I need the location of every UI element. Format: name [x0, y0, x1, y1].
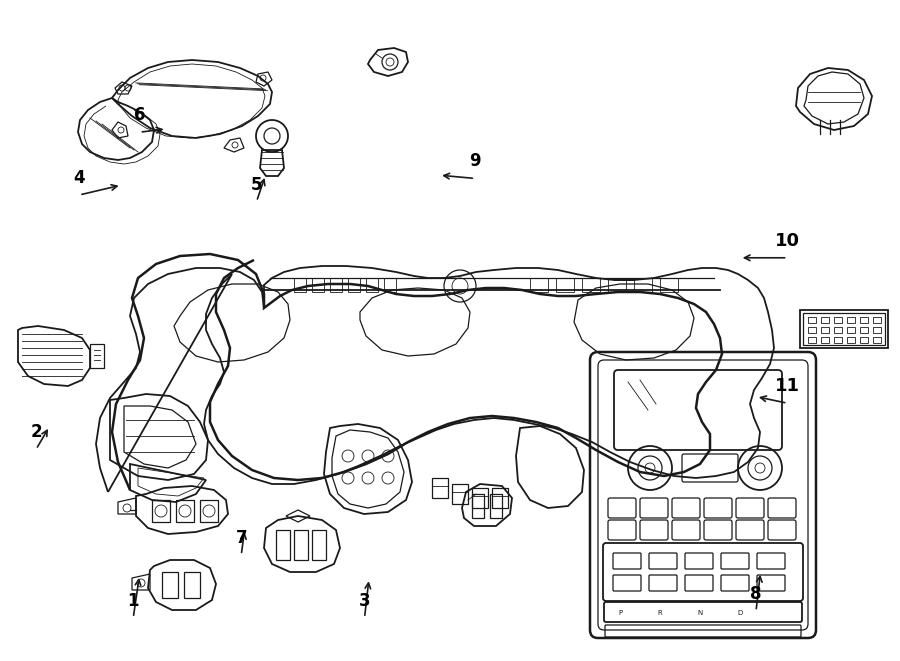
Bar [800, 310, 888, 348]
Text: 10: 10 [775, 232, 800, 250]
Bar [873, 327, 881, 333]
Text: 5: 5 [251, 176, 262, 194]
Text: 4: 4 [74, 169, 85, 187]
Bar [860, 337, 868, 343]
Bar [808, 327, 816, 333]
Bar [873, 337, 881, 343]
Text: 11: 11 [775, 377, 800, 395]
Text: 3: 3 [359, 592, 370, 610]
Text: 2: 2 [31, 424, 41, 442]
Bar [847, 317, 855, 323]
Bar [860, 327, 868, 333]
Bar [873, 317, 881, 323]
Text: 9: 9 [470, 153, 481, 171]
Text: 1: 1 [128, 592, 139, 610]
Bar [847, 327, 855, 333]
Text: P: P [618, 610, 622, 616]
Bar [821, 337, 829, 343]
Bar [847, 337, 855, 343]
Text: 8: 8 [751, 586, 761, 603]
Bar [821, 327, 829, 333]
Text: D: D [737, 610, 742, 616]
Bar [860, 317, 868, 323]
Bar [821, 317, 829, 323]
Bar [834, 337, 842, 343]
Bar [808, 337, 816, 343]
Bar [834, 327, 842, 333]
Text: R: R [658, 610, 662, 616]
Bar [834, 317, 842, 323]
Text: N: N [698, 610, 703, 616]
Text: 7: 7 [236, 529, 247, 547]
Bar [803, 313, 885, 345]
Bar [808, 317, 816, 323]
Text: 6: 6 [134, 106, 145, 124]
